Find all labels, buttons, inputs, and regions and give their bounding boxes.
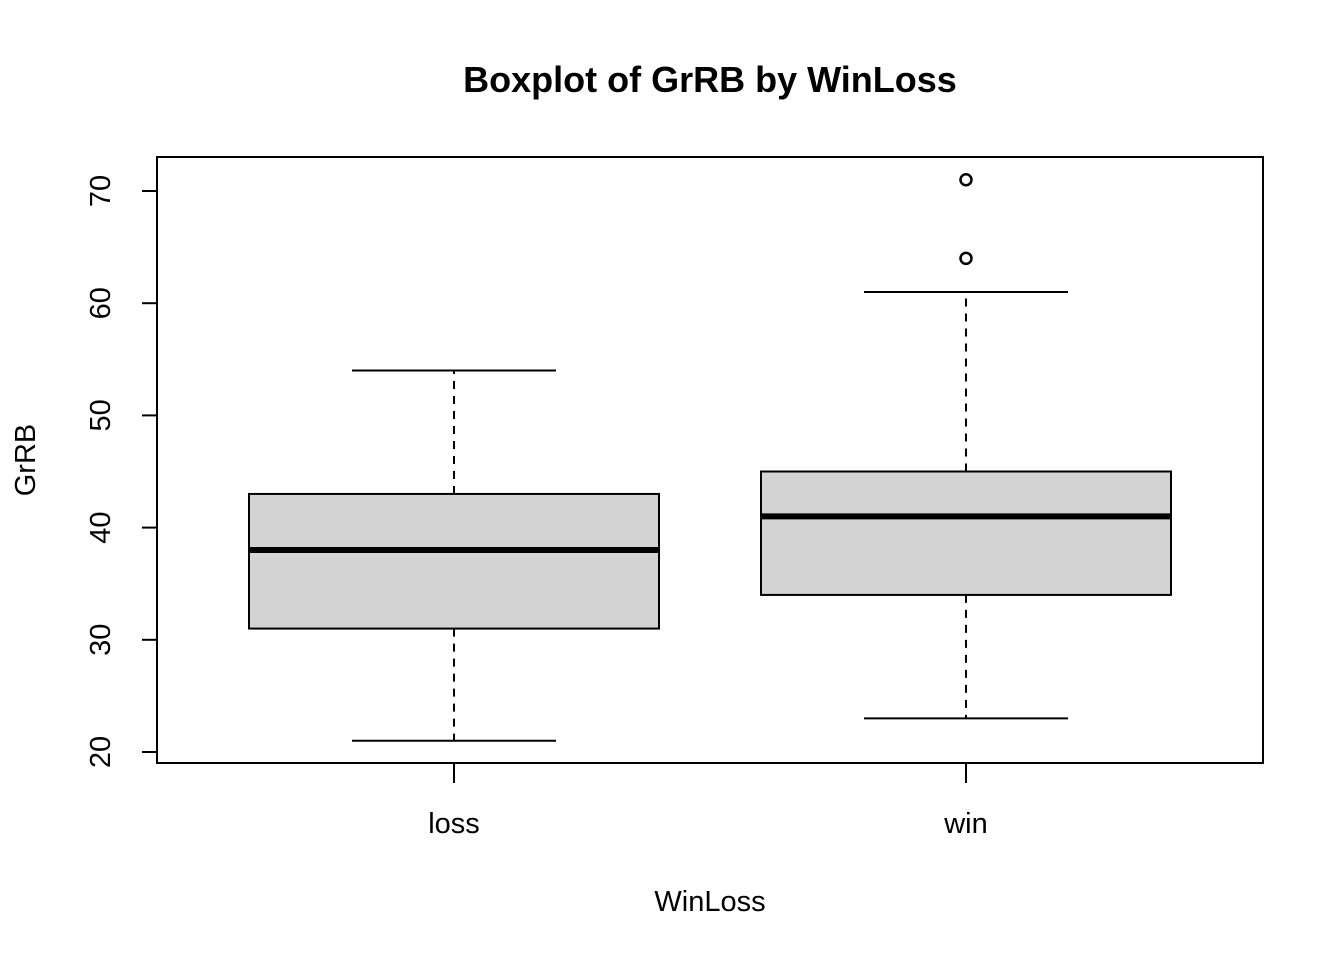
x-axis-label: WinLoss xyxy=(654,886,765,918)
box-loss xyxy=(248,369,660,742)
y-tick-label: 60 xyxy=(85,287,117,319)
iqr-box xyxy=(760,470,1172,596)
outlier-point xyxy=(959,173,973,187)
box-win xyxy=(760,173,1172,720)
x-tick-label: win xyxy=(943,808,988,840)
box-series xyxy=(248,173,1172,742)
x-axis: loss win xyxy=(428,763,988,840)
x-tick-label: loss xyxy=(428,808,480,840)
y-tick-label: 30 xyxy=(85,624,117,656)
chart-title: Boxplot of GrRB by WinLoss xyxy=(463,59,957,100)
y-tick-label: 40 xyxy=(85,511,117,543)
y-axis: 20 30 40 50 60 70 xyxy=(85,175,158,768)
y-axis-label: GrRB xyxy=(10,424,42,497)
iqr-box xyxy=(248,492,660,630)
y-tick-label: 70 xyxy=(85,175,117,207)
y-tick-label: 20 xyxy=(85,736,117,768)
y-tick-label: 50 xyxy=(85,399,117,431)
outlier-point xyxy=(959,251,973,266)
